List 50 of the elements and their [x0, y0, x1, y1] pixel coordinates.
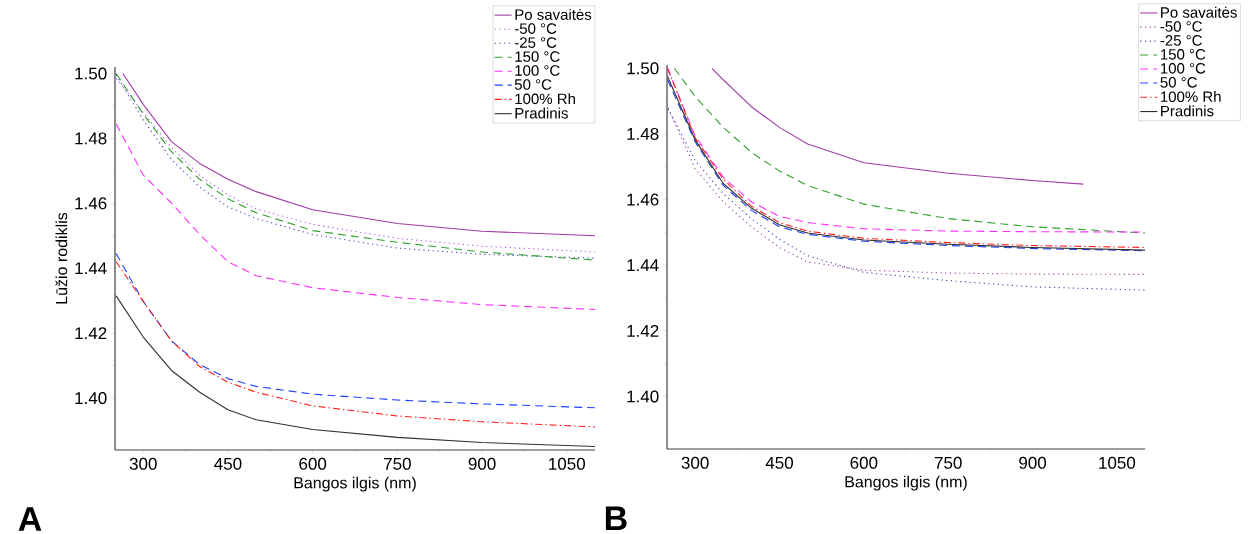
y-tick-label: 1.48 [75, 132, 107, 145]
legend-label: -25 °C [1160, 35, 1202, 46]
line-series [115, 261, 596, 428]
y-tick-label: 1.42 [627, 324, 659, 337]
text: A [18, 507, 42, 531]
x-tick-label: 750 [384, 457, 411, 470]
line-series [115, 123, 596, 310]
line-series [115, 295, 596, 447]
legend-label: -25 °C [514, 37, 557, 48]
x-tick-label: 750 [934, 456, 962, 469]
y-tick-label: 1.50 [75, 67, 107, 80]
x-tick-label: 900 [1019, 456, 1047, 469]
line-series [115, 253, 596, 409]
legend-label: Pradinis [515, 107, 568, 119]
x-tick-label: 450 [765, 456, 793, 469]
y-tick-label: 1.44 [627, 259, 659, 272]
y-tick-label: 1.44 [75, 262, 107, 275]
legend-label: 150 °C [1161, 49, 1206, 60]
y-tick-label: 1.40 [627, 390, 659, 403]
x-tick-label: 1050 [549, 457, 586, 470]
line-series [711, 67, 1084, 185]
x-tick-label: 300 [681, 456, 709, 469]
legend-label: 50 °C [1160, 76, 1197, 88]
x-tick-label: 600 [299, 457, 327, 470]
text: B [605, 506, 627, 530]
legend-label: 100 °C [515, 65, 560, 76]
y-axis-title: Lūžio rodiklis [55, 212, 68, 304]
legend-label: 100 °C [1161, 63, 1206, 74]
legend-label: Po savaitės [515, 8, 592, 20]
x-tick-label: 300 [129, 457, 157, 470]
legend-label: 100% Rh [515, 93, 575, 105]
legend-label: 100% Rh [1161, 90, 1221, 102]
y-tick-label: 1.48 [627, 127, 659, 140]
x-axis-title: Bangos ilgis (nm) [845, 475, 967, 491]
legend-label: -50 °C [514, 23, 557, 34]
y-tick-label: 1.50 [627, 62, 659, 75]
x-axis-title: Bangos ilgis (nm) [294, 476, 416, 492]
y-tick-label: 1.42 [75, 327, 107, 340]
x-tick-label: 600 [850, 456, 878, 469]
y-tick-label: 1.40 [75, 392, 107, 405]
legend-label: Po savaitės [1161, 6, 1237, 18]
x-tick-label: 900 [468, 457, 496, 470]
y-tick-label: 1.46 [627, 193, 659, 206]
legend-label: 150 °C [515, 51, 560, 62]
legend-label: -50 °C [1160, 21, 1202, 32]
x-tick-label: 450 [214, 457, 242, 470]
x-tick-label: 1050 [1099, 456, 1136, 469]
legend-label: 50 °C [514, 79, 552, 90]
legend-label: Pradinis [1161, 105, 1214, 117]
y-tick-label: 1.46 [75, 197, 107, 210]
